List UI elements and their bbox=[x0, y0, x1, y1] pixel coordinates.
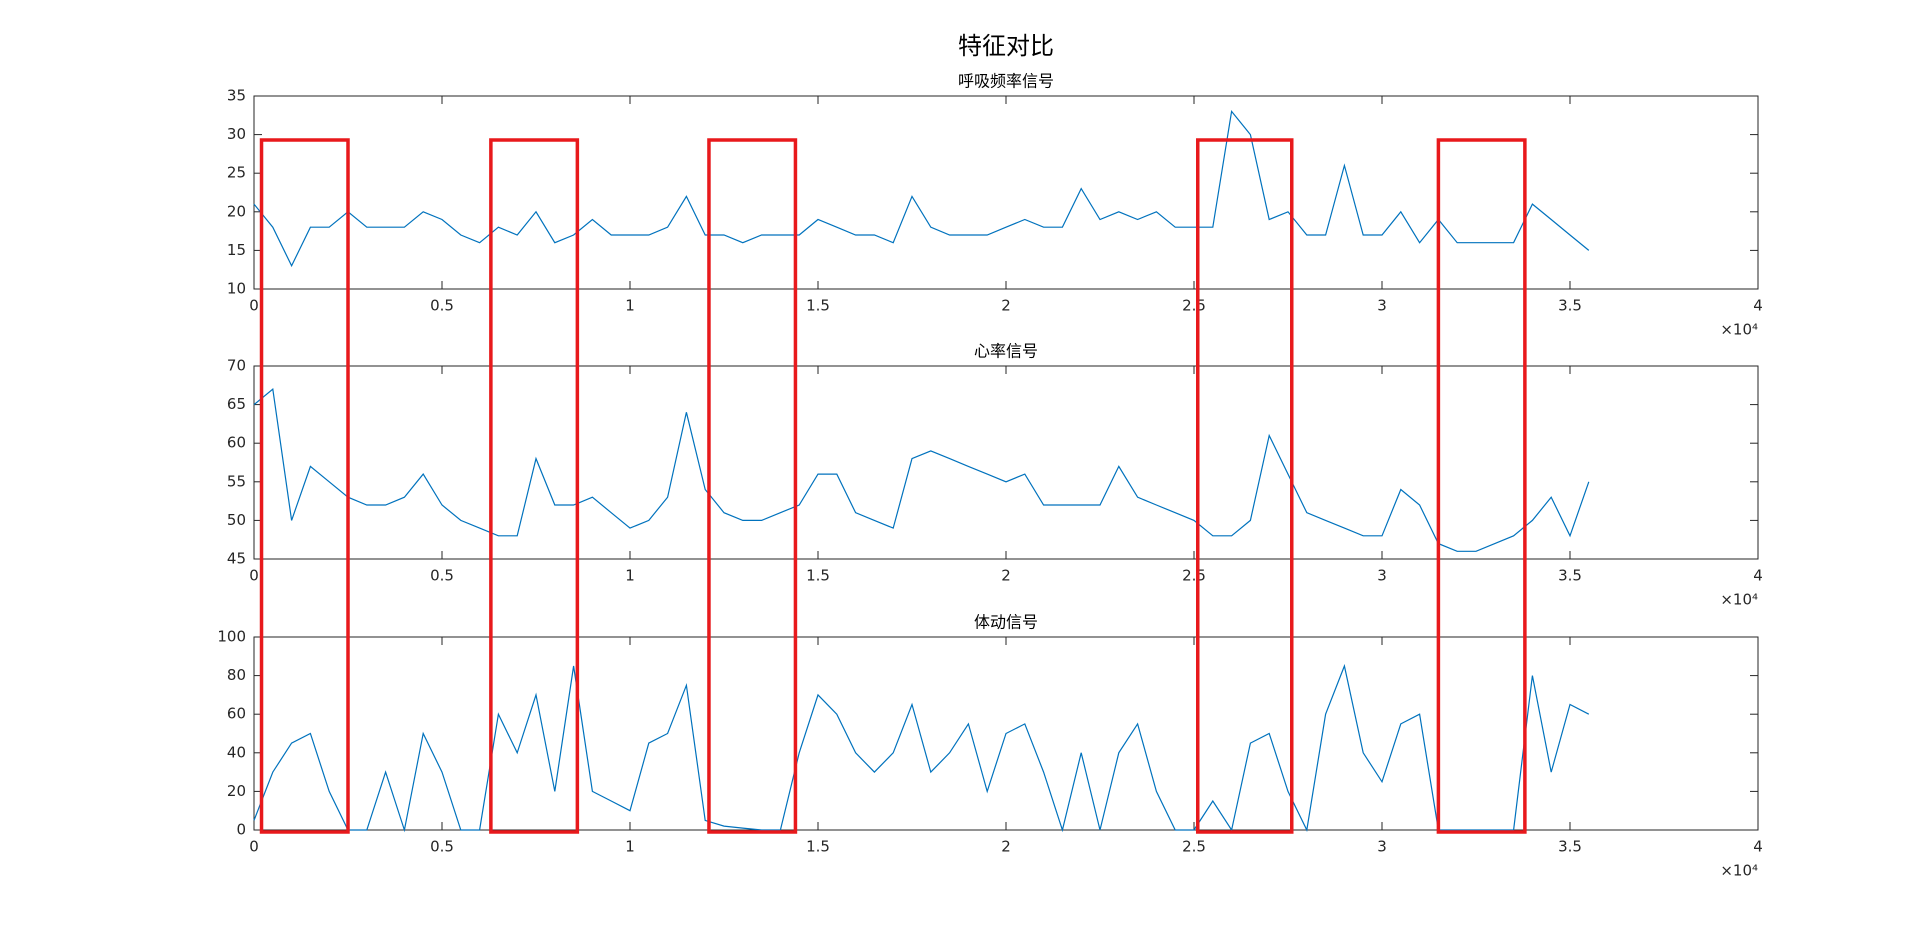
x-multiplier: ×10⁴ bbox=[1720, 321, 1758, 339]
x-tick-label: 2 bbox=[1001, 838, 1011, 856]
x-multiplier: ×10⁴ bbox=[1720, 862, 1758, 880]
axes-box bbox=[253, 95, 1759, 290]
x-tick-label: 0 bbox=[249, 567, 259, 585]
x-tick-label: 4 bbox=[1753, 297, 1763, 315]
y-tick-label: 40 bbox=[227, 743, 246, 761]
y-tick-label: 65 bbox=[227, 395, 246, 413]
x-tick-label: 4 bbox=[1753, 838, 1763, 856]
y-tick-label: 80 bbox=[227, 666, 246, 684]
x-tick-label: 2.5 bbox=[1182, 567, 1206, 585]
y-tick-label: 0 bbox=[236, 821, 246, 839]
subplot-title: 体动信号 bbox=[974, 613, 1038, 632]
x-tick-label: 3 bbox=[1377, 567, 1387, 585]
x-tick-label: 0 bbox=[249, 838, 259, 856]
x-tick-label: 1 bbox=[625, 567, 635, 585]
x-tick-label: 0.5 bbox=[430, 838, 454, 856]
x-tick-label: 3 bbox=[1377, 297, 1387, 315]
y-tick-label: 70 bbox=[227, 357, 246, 375]
x-tick-label: 1.5 bbox=[806, 567, 830, 585]
highlight-box bbox=[489, 138, 580, 834]
highlight-box bbox=[1196, 138, 1294, 834]
highlight-box bbox=[707, 138, 798, 834]
data-line bbox=[253, 388, 1590, 552]
x-tick-label: 2.5 bbox=[1182, 297, 1206, 315]
axes-box bbox=[253, 365, 1759, 560]
x-tick-label: 1 bbox=[625, 838, 635, 856]
subplot-title: 呼吸频率信号 bbox=[958, 72, 1054, 91]
x-tick-label: 2 bbox=[1001, 297, 1011, 315]
x-tick-label: 1.5 bbox=[806, 297, 830, 315]
data-line bbox=[253, 663, 1590, 833]
y-tick-label: 25 bbox=[227, 164, 246, 182]
chart-title: 特征对比 bbox=[958, 32, 1054, 60]
y-tick-label: 55 bbox=[227, 472, 246, 490]
y-tick-label: 20 bbox=[227, 202, 246, 220]
highlight-box bbox=[259, 138, 350, 834]
x-tick-label: 2.5 bbox=[1182, 838, 1206, 856]
x-tick-label: 4 bbox=[1753, 567, 1763, 585]
y-tick-label: 50 bbox=[227, 511, 246, 529]
x-multiplier: ×10⁴ bbox=[1720, 591, 1758, 609]
y-tick-label: 30 bbox=[227, 125, 246, 143]
subplot-title: 心率信号 bbox=[974, 342, 1038, 361]
y-tick-label: 60 bbox=[227, 434, 246, 452]
y-tick-label: 100 bbox=[217, 628, 246, 646]
x-tick-label: 3 bbox=[1377, 838, 1387, 856]
x-tick-label: 1 bbox=[625, 297, 635, 315]
data-line bbox=[253, 109, 1590, 268]
x-tick-label: 0.5 bbox=[430, 567, 454, 585]
x-tick-label: 3.5 bbox=[1558, 567, 1582, 585]
x-tick-label: 0.5 bbox=[430, 297, 454, 315]
x-tick-label: 0 bbox=[249, 297, 259, 315]
y-tick-label: 60 bbox=[227, 705, 246, 723]
x-tick-label: 3.5 bbox=[1558, 838, 1582, 856]
highlight-box bbox=[1436, 138, 1527, 834]
y-tick-label: 15 bbox=[227, 241, 246, 259]
x-tick-label: 3.5 bbox=[1558, 297, 1582, 315]
y-tick-label: 45 bbox=[227, 550, 246, 568]
x-tick-label: 1.5 bbox=[806, 838, 830, 856]
y-tick-label: 35 bbox=[227, 87, 246, 105]
x-tick-label: 2 bbox=[1001, 567, 1011, 585]
y-tick-label: 20 bbox=[227, 782, 246, 800]
y-tick-label: 10 bbox=[227, 280, 246, 298]
